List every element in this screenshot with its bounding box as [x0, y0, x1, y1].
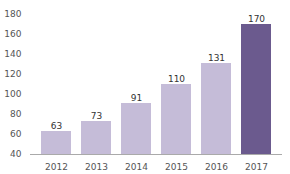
svg-text:120: 120: [4, 69, 21, 79]
svg-text:160: 160: [4, 29, 21, 39]
svg-text:2012: 2012: [45, 162, 68, 172]
svg-text:131: 131: [208, 53, 225, 63]
svg-text:170: 170: [248, 14, 265, 24]
svg-text:60: 60: [10, 129, 22, 139]
svg-text:2016: 2016: [205, 162, 228, 172]
svg-text:40: 40: [10, 149, 22, 159]
svg-text:91: 91: [131, 93, 142, 103]
svg-text:2014: 2014: [125, 162, 148, 172]
svg-text:2013: 2013: [85, 162, 108, 172]
svg-text:2017: 2017: [245, 162, 268, 172]
svg-text:140: 140: [4, 49, 21, 59]
svg-text:110: 110: [168, 74, 185, 84]
svg-text:100: 100: [4, 89, 21, 99]
svg-text:180: 180: [4, 9, 21, 19]
svg-text:73: 73: [91, 111, 102, 121]
svg-text:63: 63: [51, 121, 62, 131]
svg-text:2015: 2015: [165, 162, 188, 172]
svg-text:80: 80: [10, 109, 22, 119]
